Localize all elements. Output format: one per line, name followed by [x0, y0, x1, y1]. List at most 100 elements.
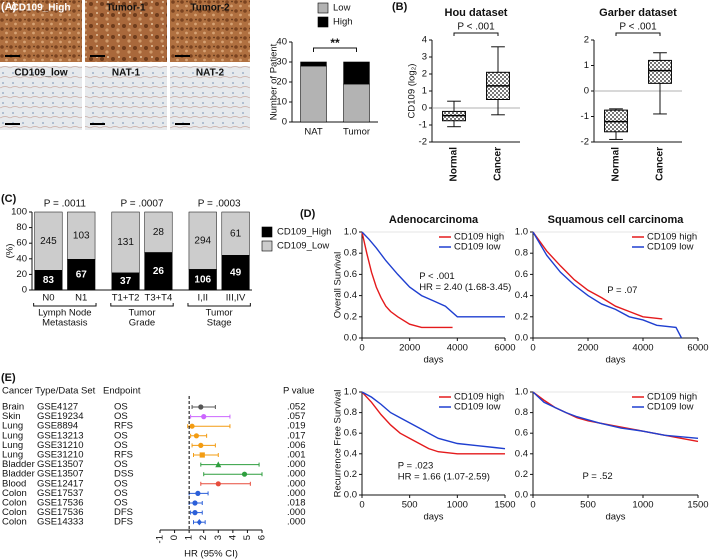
p-value: .017	[287, 430, 306, 441]
bar-segment	[34, 211, 63, 271]
x-tick-label: 6	[257, 535, 268, 540]
image-label: CD109_low	[14, 68, 68, 79]
x-axis-label: days	[423, 355, 443, 366]
dataset: GSE31210	[37, 440, 83, 451]
value-label: 49	[230, 267, 242, 278]
hr-marker	[192, 500, 198, 506]
y-tick-label: 1.0	[344, 227, 357, 238]
y-tick-label: 10	[276, 97, 287, 108]
annotation: **	[330, 36, 340, 50]
x-tick-label: 1000	[632, 500, 653, 511]
chart-title: Adenocarcinoma	[389, 214, 479, 226]
x-tick-label: 0	[530, 500, 535, 511]
cancer-type: Colon	[2, 517, 27, 528]
endpoint: OS	[114, 430, 128, 441]
annotation: HR = 1.66 (1.07-2.59)	[398, 472, 490, 483]
hr-marker	[241, 471, 248, 477]
dataset: GSE17536	[37, 498, 83, 509]
x-tick-label: 4000	[632, 343, 653, 354]
cancer-type: Lung	[2, 450, 23, 461]
panel-label: (B)	[392, 1, 408, 13]
bar-segment	[144, 211, 173, 253]
y-tick-label: 3	[422, 52, 427, 63]
value-label: 26	[153, 266, 165, 277]
x-tick-label: N0	[42, 293, 54, 304]
cancer-type: Bladder	[2, 469, 35, 480]
y-tick-label: -1	[581, 111, 589, 122]
y-tick-label: 0	[422, 103, 427, 114]
x-tick-label: Cancer	[655, 147, 666, 181]
y-tick-label: -1	[419, 120, 427, 131]
bar-segment	[300, 61, 327, 67]
cancer-type: Brain	[2, 402, 24, 413]
endpoint: DSS	[114, 469, 134, 480]
p-value: .000	[287, 507, 306, 518]
cancer-type: Bladder	[2, 459, 35, 470]
image-label: NAT-2	[196, 68, 225, 79]
annotation: P = .07	[607, 285, 637, 296]
endpoint: OS	[114, 411, 128, 422]
chart-title: Hou dataset	[445, 7, 508, 19]
y-tick-label: 0.0	[515, 333, 528, 344]
p-value: .006	[287, 440, 306, 451]
bar-segment	[343, 83, 370, 123]
y-tick-label: 0.2	[515, 311, 528, 322]
group-label: Tumor	[206, 308, 233, 319]
y-tick-label: 40	[276, 37, 287, 48]
hr-marker	[193, 433, 200, 439]
legend-label: CD109 low	[647, 402, 694, 413]
x-tick-label: 500	[402, 500, 418, 511]
legend-label: CD109 low	[454, 242, 501, 253]
y-axis-label: Recurrence Free Survival	[333, 390, 344, 498]
significance-bracket	[453, 32, 499, 36]
panel-label: (A)	[1, 1, 17, 13]
x-tick-label: T1+T2	[112, 293, 140, 304]
dataset: GSE19234	[37, 411, 83, 422]
x-tick-label: I,II	[197, 293, 208, 304]
box	[648, 59, 672, 84]
x-tick-label: III,IV	[226, 293, 246, 304]
bar-segment	[144, 252, 173, 291]
group-bracket	[110, 303, 174, 307]
legend-label: CD109 high	[647, 392, 697, 403]
p-value: .018	[287, 498, 306, 509]
y-axis-label: Number of Patient	[269, 43, 280, 120]
annotation: P < .001	[619, 22, 657, 33]
annotation: P = .52	[583, 471, 613, 482]
hr-marker	[215, 481, 221, 487]
bar-segment	[300, 65, 327, 123]
x-tick-label: 1000	[447, 500, 468, 511]
image-label: Tumor-2	[190, 3, 230, 14]
p-value: .000	[287, 488, 306, 499]
bar-segment	[221, 211, 250, 256]
value-label: 106	[194, 274, 211, 285]
micrograph	[0, 66, 82, 130]
x-tick-label: 4	[227, 535, 238, 540]
y-tick-label: 60	[16, 238, 27, 249]
column-header: Cancer Type/Data Set	[2, 386, 96, 397]
cancer-type: Lung	[2, 430, 23, 441]
p-value: .000	[287, 459, 306, 470]
x-axis-label: days	[605, 355, 625, 366]
legend-label: CD109 low	[647, 242, 694, 253]
x-tick-label: Cancer	[493, 147, 504, 181]
column-header: Endpoint	[103, 386, 141, 397]
x-tick-label: 0	[359, 343, 364, 354]
survival-curve	[532, 391, 699, 440]
survival-curve	[361, 391, 506, 450]
y-tick-label: 0	[584, 86, 589, 97]
annotation: P = .0007	[121, 199, 164, 210]
cancer-type: Lung	[2, 440, 23, 451]
y-tick-label: 0	[22, 285, 27, 296]
dataset: GSE17536	[37, 507, 83, 518]
survival-curve	[532, 231, 683, 339]
hr-marker	[201, 414, 207, 420]
x-tick-label: 2000	[577, 343, 598, 354]
group-label: Tumor	[128, 308, 155, 319]
legend-swatch	[317, 16, 329, 28]
endpoint: DFS	[114, 517, 133, 528]
survival-curve	[532, 231, 663, 320]
y-axis-label: Overall Survival	[333, 252, 344, 319]
y-tick-label: 0.8	[515, 407, 528, 418]
